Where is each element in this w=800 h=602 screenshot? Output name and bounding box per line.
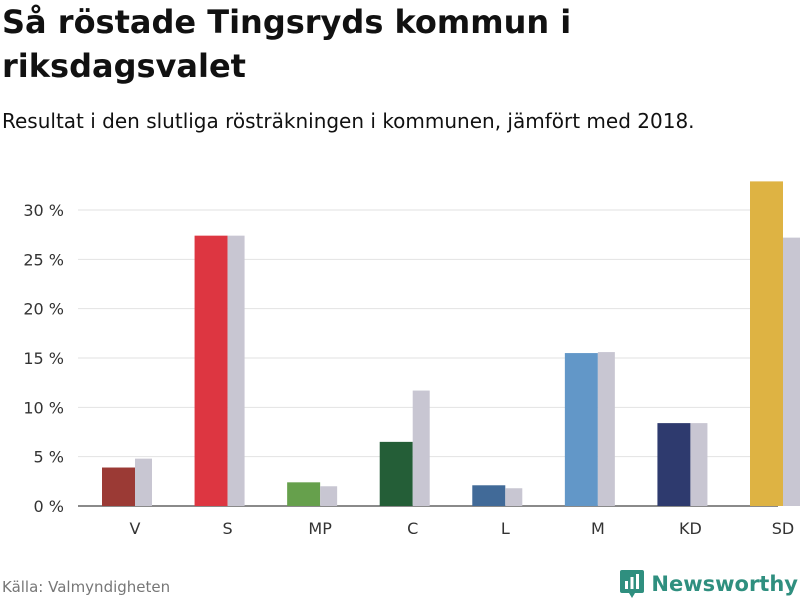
chart-subtitle: Resultat i den slutliga rösträkningen i … <box>2 109 695 133</box>
bar-sd-2022 <box>750 181 783 507</box>
y-tick-label: 10 % <box>23 398 64 417</box>
bar-l-2022 <box>472 485 506 506</box>
bar-chart-pin-icon <box>620 570 645 598</box>
x-tick-label: C <box>407 519 418 538</box>
brand-logo: Newsworthy <box>619 566 798 602</box>
x-tick-label: L <box>501 519 510 538</box>
y-tick-label: 5 % <box>34 448 64 467</box>
y-tick-label: 20 % <box>23 300 64 319</box>
x-tick-label: SD <box>772 519 794 538</box>
x-tick-label: M <box>591 519 605 538</box>
bar-v-2022 <box>102 467 135 506</box>
bar-kd-2018 <box>690 423 708 506</box>
y-tick-label: 15 % <box>23 349 64 368</box>
bar-mp-2022 <box>287 482 321 506</box>
y-tick-label: 0 % <box>34 497 64 516</box>
bar-l-2018 <box>505 488 523 506</box>
bar-m-2022 <box>564 353 598 506</box>
bar-chart: 0 % 5 % 10 % 15 % 20 % 25 % 30 % V S MP C L M KD SD <box>23 181 800 538</box>
y-tick-label: 25 % <box>23 250 64 269</box>
brand-name: Newsworthy <box>651 572 798 596</box>
bar-m-2018 <box>597 352 615 506</box>
y-tick-label: 30 % <box>23 201 64 220</box>
x-tick-label: KD <box>679 519 702 538</box>
bar-mp-2018 <box>320 486 338 506</box>
chart-title: Så röstade Tingsryds kommun i riksdagsva… <box>2 3 572 85</box>
bar-v-2018 <box>135 458 152 506</box>
x-tick-label: V <box>130 519 141 538</box>
source-note: Källa: Valmyndigheten <box>2 578 171 596</box>
bar-s-2018 <box>227 235 245 507</box>
bar-c-2022 <box>379 441 413 506</box>
x-tick-label: S <box>222 519 232 538</box>
bar-sd-2018 <box>783 237 800 507</box>
bar-s-2022 <box>194 235 228 507</box>
bar-c-2018 <box>412 390 430 506</box>
x-tick-label: MP <box>308 519 332 538</box>
bar-kd-2022 <box>657 423 691 506</box>
